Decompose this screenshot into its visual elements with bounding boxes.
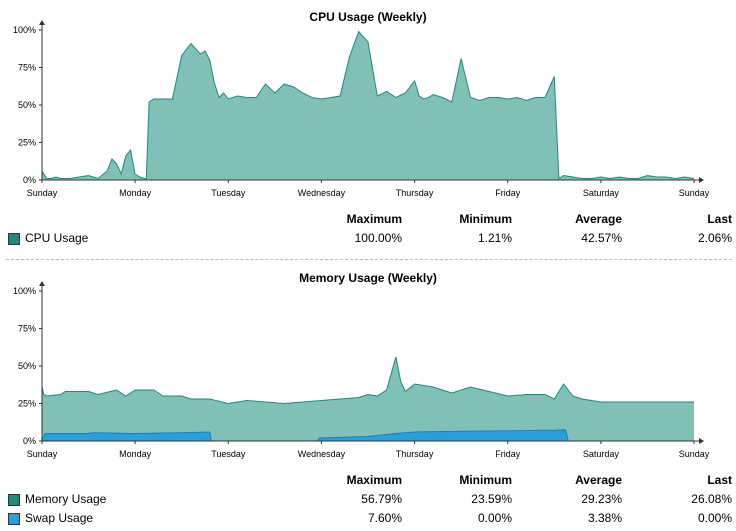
y-tick-label: 75% [18,63,36,73]
y-axis-arrow [39,281,45,286]
stats-last-value: 0.00% [697,511,732,525]
stats-header-average: Average [575,473,622,487]
x-axis-arrow [699,438,704,444]
stats-average-value: 42.57% [581,231,622,245]
x-tick-label: Sunday [27,449,58,459]
x-axis-arrow [699,177,704,183]
cpu-usage-chart: 0% 25% 50% 75% 100% Sunday Monday Tuesday Wednes… [13,20,710,198]
series-line-memory-usage [41,356,694,405]
x-tick-label: Monday [119,188,152,198]
x-tick-label: Wednesday [298,449,346,459]
series-line-cpu-usage [41,30,695,180]
x-tick-label: Saturday [583,449,620,459]
stats-last-value: 26.08% [691,492,732,506]
series-area-memory-usage [42,357,694,441]
stats-header-minimum: Minimum [459,212,512,226]
stats-header-last: Last [707,473,732,487]
memory-usage-panel: Memory Usage (Weekly) 0% 25% 50% 75% 100% Sun… [0,262,736,531]
series-area-cpu-usage [42,31,694,180]
y-tick-label: 100% [13,25,36,35]
x-tick-label: Tuesday [211,188,246,198]
stats-row-cpu-usage: CPU Usage 100.00% 1.21% 42.57% 2.06% [0,231,736,247]
x-tick-label: Monday [119,449,152,459]
stats-header-average: Average [575,212,622,226]
cpu-chart-title: CPU Usage (Weekly) [309,10,427,24]
stats-average-value: 29.23% [581,492,622,506]
y-tick-label: 0% [23,175,36,185]
stats-minimum-value: 0.00% [477,511,512,525]
stats-minimum-value: 23.59% [471,492,512,506]
y-axis-arrow [39,20,45,25]
stats-average-value: 3.38% [587,511,622,525]
memory-stats-table: Maximum Minimum Average Last Memory Usag… [0,473,736,531]
stats-header-maximum: Maximum [346,473,402,487]
stats-row-swap-usage: Swap Usage 7.60% 0.00% 3.38% 0.00% [0,511,736,527]
stats-maximum-value: 56.79% [361,492,402,506]
stats-header-last: Last [707,212,732,226]
x-tick-label: Sunday [27,188,58,198]
x-tick-label: Sunday [679,188,710,198]
y-tick-label: 25% [18,138,36,148]
memory-chart-title: Memory Usage (Weekly) [299,271,437,285]
x-tick-label: Wednesday [298,188,346,198]
stats-maximum-value: 7.60% [367,511,402,525]
stats-row-label: Swap Usage [25,511,94,525]
stats-header-maximum: Maximum [346,212,402,226]
stats-row-label: CPU Usage [25,231,89,245]
swap-usage-legend-swatch [8,513,20,525]
cpu-usage-panel: CPU Usage (Weekly) 0% 25% 50% 75% 100% Sunday… [0,0,736,255]
stats-maximum-value: 100.00% [354,231,402,245]
memory-usage-legend-swatch [8,494,20,506]
stats-last-value: 2.06% [697,231,732,245]
memory-usage-chart: 0% 25% 50% 75% 100% Sunday Monday Tuesday Wednes… [13,281,710,459]
y-tick-label: 50% [18,361,36,371]
x-tick-label: Friday [495,449,521,459]
y-tick-label: 0% [23,436,36,446]
y-tick-label: 25% [18,399,36,409]
cpu-usage-legend-swatch [8,233,20,245]
panel-divider [6,259,732,260]
y-tick-label: 50% [18,100,36,110]
cpu-stats-table: Maximum Minimum Average Last CPU Usage 1… [0,212,736,252]
x-tick-label: Friday [495,188,521,198]
stats-row-memory-usage: Memory Usage 56.79% 23.59% 29.23% 26.08% [0,492,736,508]
stats-row-label: Memory Usage [25,492,107,506]
x-tick-label: Sunday [679,449,710,459]
y-tick-label: 100% [13,286,36,296]
x-tick-label: Thursday [396,449,434,459]
stats-header-minimum: Minimum [459,473,512,487]
x-tick-label: Tuesday [211,449,246,459]
y-tick-label: 75% [18,324,36,334]
x-tick-label: Saturday [583,188,620,198]
x-tick-label: Thursday [396,188,434,198]
stats-minimum-value: 1.21% [477,231,512,245]
